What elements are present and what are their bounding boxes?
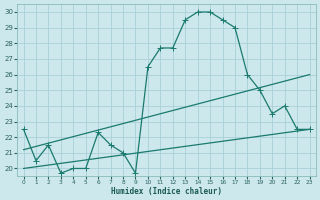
X-axis label: Humidex (Indice chaleur): Humidex (Indice chaleur) xyxy=(111,187,222,196)
